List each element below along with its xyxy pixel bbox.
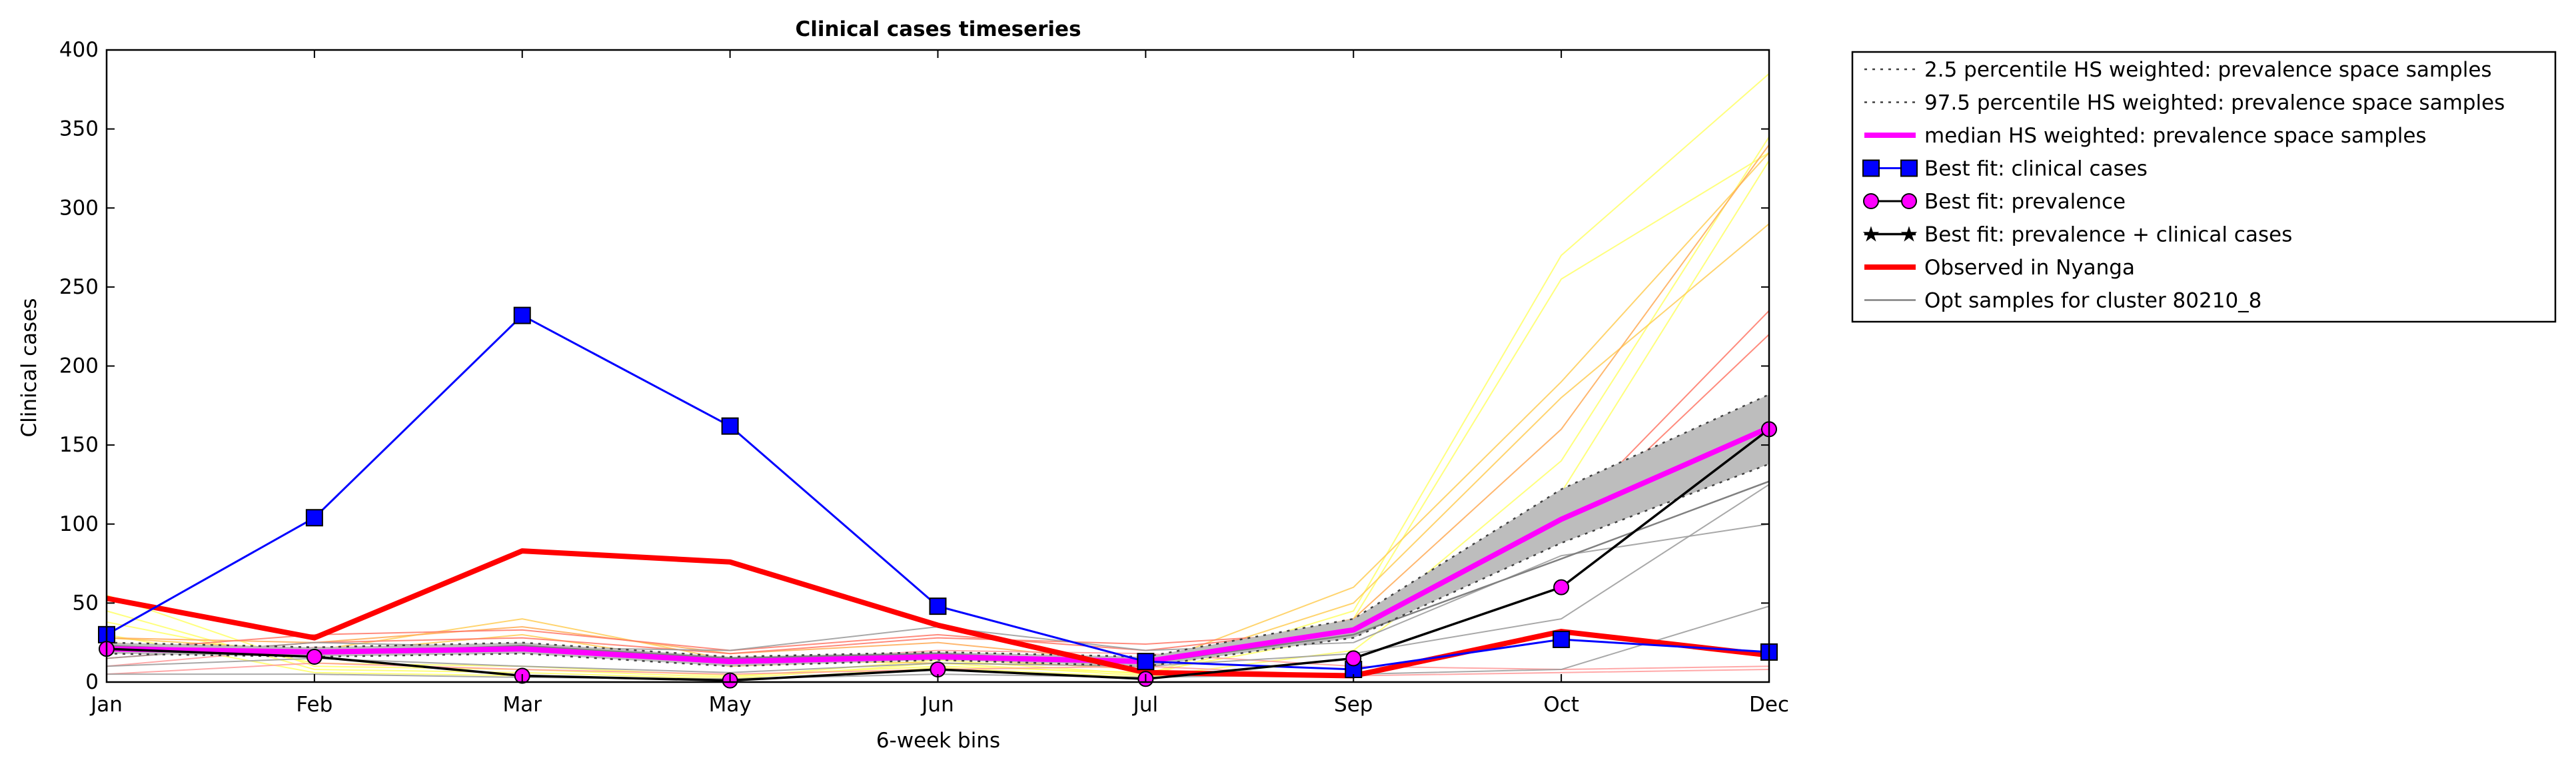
legend-entry-1: 97.5 percentile HS weighted: prevalence … — [1864, 91, 2505, 115]
square-marker — [721, 417, 739, 435]
legend: 2.5 percentile HS weighted: prevalence s… — [1851, 51, 2557, 323]
square-marker — [929, 597, 947, 615]
legend-entry-2: median HS weighted: prevalence space sam… — [1864, 124, 2427, 148]
y-axis-label: Clinical cases — [17, 298, 41, 437]
square-marker — [513, 306, 531, 324]
series-2 — [106, 425, 1770, 665]
legend-star-marker: ★ — [1900, 222, 1919, 247]
legend-entry-0: 2.5 percentile HS weighted: prevalence s… — [1864, 58, 2492, 82]
y-tick-label: 200 — [59, 354, 99, 378]
x-tick-label: Dec — [1749, 693, 1789, 717]
x-tick-label: Feb — [296, 693, 332, 717]
chart-title: Clinical cases timeseries — [795, 17, 1081, 41]
x-tick-label: Sep — [1334, 693, 1373, 717]
y-tick-label: 150 — [59, 433, 99, 457]
series-line-1 — [106, 394, 1770, 658]
legend-marker — [1901, 193, 1917, 209]
axes: 0 50 100 150 200 250 300 350 400 Jan Feb Mar May Jun J… — [59, 38, 1789, 717]
legend-label: 2.5 percentile HS weighted: prevalence s… — [1924, 58, 2492, 82]
legend-box — [1851, 51, 2557, 323]
legend-label: Best fit: prevalence + clinical cases — [1924, 223, 2292, 247]
y-tick-label: 400 — [59, 38, 99, 62]
y-tick-label: 100 — [59, 512, 99, 536]
legend-entry-3: Best fit: clinical cases — [1862, 157, 2148, 181]
square-marker — [305, 509, 323, 527]
y-tick-label: 50 — [73, 591, 99, 615]
legend-label: Best fit: clinical cases — [1924, 157, 2148, 181]
legend-label: Observed in Nyanga — [1924, 256, 2135, 280]
circle-marker — [1345, 650, 1362, 667]
y-tick-label: 250 — [59, 275, 99, 299]
y-tick-label: 300 — [59, 196, 99, 220]
x-tick-label: May — [709, 693, 752, 717]
series-0 — [106, 463, 1770, 667]
y-tick-label: 0 — [85, 670, 99, 694]
legend-entry-4: Best fit: prevalence — [1863, 190, 2126, 214]
legend-entry-5: ★ ★ Best fit: prevalence + clinical cases — [1862, 222, 2293, 247]
legend-star-marker: ★ — [1862, 222, 1881, 247]
series-line-6 — [106, 548, 1770, 679]
x-tick-label: Mar — [503, 693, 542, 717]
series-6 — [106, 548, 1770, 679]
sample-line-6 — [106, 144, 1770, 664]
x-tick-label: Jul — [1132, 693, 1158, 717]
x-axis-label: 6-week bins — [876, 729, 1000, 753]
series-line-0 — [106, 463, 1770, 667]
legend-marker — [1862, 159, 1880, 177]
legend-entry-7: Opt samples for cluster 80210_8 — [1864, 289, 2261, 313]
circle-marker — [306, 649, 322, 665]
legend-label: Best fit: prevalence — [1924, 190, 2126, 214]
legend-entry-6: Observed in Nyanga — [1864, 256, 2135, 280]
square-marker — [1553, 630, 1571, 648]
circle-marker — [1553, 579, 1570, 595]
series-1 — [106, 394, 1770, 658]
y-tick-label: 350 — [59, 117, 99, 141]
square-marker — [1137, 653, 1155, 671]
x-tick-label: Jun — [920, 693, 954, 717]
x-tick-label: Jan — [89, 693, 123, 717]
x-tick-label: Oct — [1543, 693, 1579, 717]
legend-marker — [1900, 159, 1918, 177]
legend-label: median HS weighted: prevalence space sam… — [1924, 124, 2427, 148]
plot-background — [107, 50, 1769, 682]
legend-label: 97.5 percentile HS weighted: prevalence … — [1924, 91, 2505, 115]
legend-marker — [1863, 193, 1879, 209]
legend-label: Opt samples for cluster 80210_8 — [1924, 289, 2261, 313]
series-line-2 — [106, 425, 1770, 665]
plot-area — [107, 50, 1769, 682]
